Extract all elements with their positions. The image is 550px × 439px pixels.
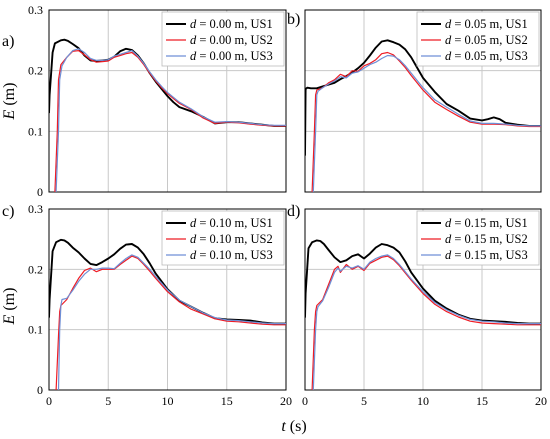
x-tick-label: 20	[535, 394, 547, 408]
legend-entry-label: d = 0.00 m, US3	[190, 49, 273, 63]
legend-box	[416, 11, 540, 67]
legend-entry-label: d = 0.15 m, US2	[445, 232, 528, 246]
x-tick-label: 10	[162, 394, 174, 408]
legend-entry-label: d = 0.05 m, US1	[445, 17, 528, 31]
series-lines	[49, 38, 286, 192]
legend-box	[161, 210, 285, 266]
legend-entry-text: = 0.15 m, US1	[451, 216, 528, 230]
y-tick-label: 0.1	[28, 323, 43, 337]
legend-entry-label: d = 0.05 m, US3	[445, 49, 528, 63]
panel-label: a)	[2, 33, 14, 50]
legend-box	[161, 11, 285, 67]
legend-entry-text: = 0.00 m, US2	[196, 33, 273, 47]
panel-label: d)	[287, 203, 300, 220]
y-tick-label: 0.2	[28, 262, 43, 276]
legend-entry-variable: d	[445, 232, 452, 246]
series-lines	[305, 239, 541, 390]
series-line-us2	[55, 255, 286, 390]
legend-entry-variable: d	[190, 248, 197, 262]
legend-entry-variable: d	[445, 216, 452, 230]
legend-entry-variable: d	[445, 49, 452, 63]
series-line-us2	[311, 51, 541, 192]
legend-entry-variable: d	[190, 17, 197, 31]
x-tick-label: 15	[221, 394, 233, 408]
legend-entry-variable: d	[445, 17, 452, 31]
legend-entry-variable: d	[190, 33, 197, 47]
y-tick-label: 0.3	[28, 202, 43, 216]
panel-label: c)	[2, 203, 14, 220]
legend-entry-label: d = 0.05 m, US2	[445, 33, 528, 47]
y-axis-label-bottom: E (m)	[1, 288, 18, 326]
x-tick-label: 0	[46, 394, 52, 408]
series-line-us3	[57, 254, 286, 390]
y-tick-label: 0.1	[28, 124, 43, 138]
legend-entry-text: = 0.15 m, US2	[451, 232, 528, 246]
legend-entry-variable: d	[190, 232, 197, 246]
x-tick-label: 20	[280, 394, 292, 408]
legend-entry-label: d = 0.10 m, US2	[190, 232, 273, 246]
y-axis-label-top: E (m)	[1, 83, 18, 121]
legend-entry-label: d = 0.00 m, US1	[190, 17, 273, 31]
legend-entry-label: d = 0.15 m, US1	[445, 216, 528, 230]
panel-label: b)	[287, 11, 300, 28]
x-tick-label: 5	[361, 394, 367, 408]
legend-entry-variable: d	[190, 49, 197, 63]
legend-entry-text: = 0.10 m, US1	[196, 216, 273, 230]
legend-entry-text: = 0.00 m, US1	[196, 17, 273, 31]
legend-entry-label: d = 0.10 m, US1	[190, 216, 273, 230]
series-line-us3	[312, 54, 541, 192]
y-tick-label: 0.3	[28, 3, 43, 17]
legend-entry-text: = 0.00 m, US3	[196, 49, 273, 63]
x-axis-label: t (s)	[281, 418, 306, 435]
legend-box	[416, 210, 540, 266]
legend-entry-text: = 0.05 m, US2	[451, 33, 528, 47]
series-line-us3	[312, 254, 541, 390]
x-tick-label: 15	[476, 394, 488, 408]
legend-entry-text: = 0.05 m, US3	[451, 49, 528, 63]
legend-entry-variable: d	[190, 216, 197, 230]
x-tick-label: 5	[105, 394, 111, 408]
legend-entry-variable: d	[445, 33, 452, 47]
legend-entry-variable: d	[445, 248, 452, 262]
y-tick-label: 0.2	[28, 64, 43, 78]
legend-entry-text: = 0.10 m, US3	[196, 248, 273, 262]
series-line-us3	[55, 48, 286, 192]
x-tick-label: 10	[417, 394, 429, 408]
legend-entry-label: d = 0.00 m, US2	[190, 33, 273, 47]
legend-entry-label: d = 0.15 m, US3	[445, 248, 528, 262]
y-tick-label: 0	[37, 185, 43, 199]
series-line-us2	[54, 49, 286, 192]
legend-entry-text: = 0.05 m, US1	[451, 17, 528, 31]
y-tick-label: 0	[37, 383, 43, 397]
legend-entry-text: = 0.10 m, US2	[196, 232, 273, 246]
legend-entry-text: = 0.15 m, US3	[451, 248, 528, 262]
series-lines	[49, 238, 286, 390]
x-tick-label: 0	[302, 394, 308, 408]
series-lines	[305, 39, 541, 192]
series-line-us2	[311, 255, 541, 390]
legend-entry-label: d = 0.10 m, US3	[190, 248, 273, 262]
